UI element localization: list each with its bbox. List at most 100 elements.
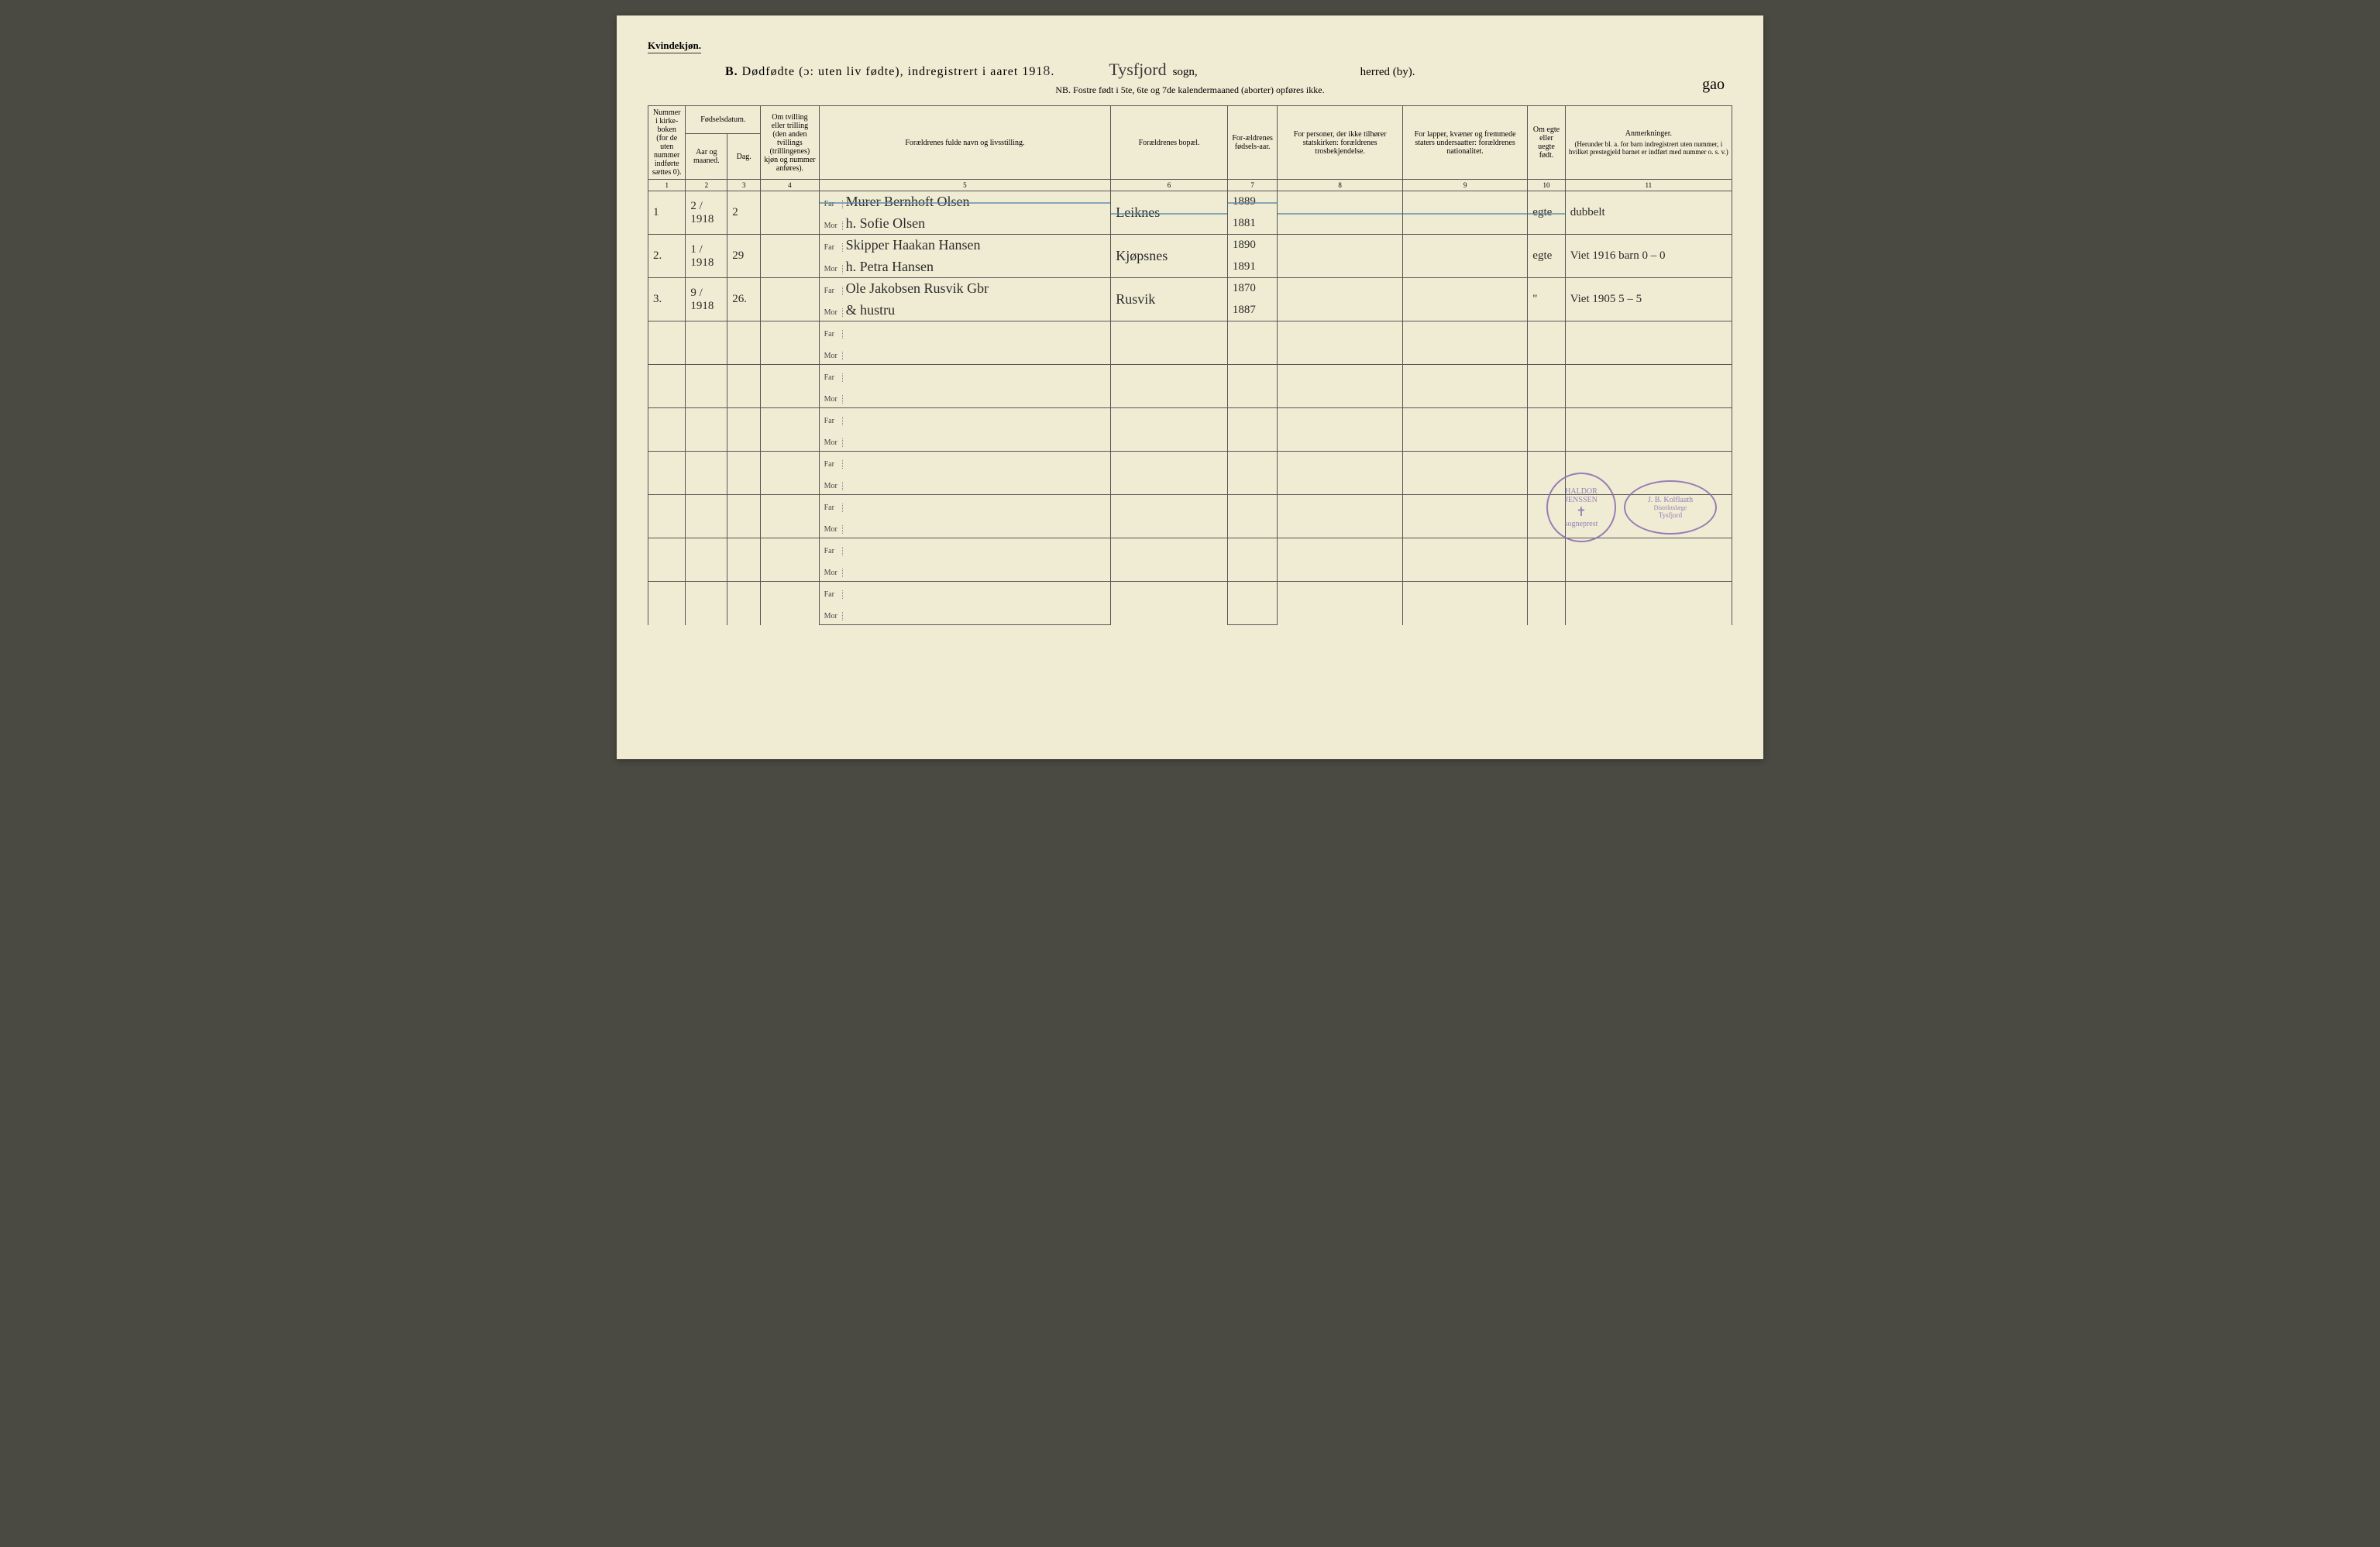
cell-tros: [1278, 278, 1402, 321]
corner-annotation: gao: [1702, 76, 1725, 94]
cell-mor-aar: [1227, 430, 1278, 452]
cell-far-aar: [1227, 452, 1278, 473]
col-navn: Forældrenes fulde navn og livsstilling.: [819, 106, 1111, 180]
cell-nat: [1402, 235, 1527, 278]
column-number-row: 1 2 3 4 5 6 7 8 9 10 11: [648, 180, 1732, 191]
cell-mor-aar: [1227, 560, 1278, 582]
cell-nat: [1402, 365, 1527, 408]
cell-far-navn: Far: [819, 452, 1111, 473]
cell-mor-aar: 1881: [1227, 213, 1278, 235]
col-anmerkninger: Anmerkninger. (Herunder bl. a. for barn …: [1565, 106, 1732, 180]
cell-num: [648, 408, 686, 452]
cell-bopael: [1111, 321, 1228, 365]
cell-far-aar: [1227, 582, 1278, 603]
cell-bopael: Leiknes: [1111, 191, 1228, 235]
cell-far-aar: [1227, 408, 1278, 430]
cell-dag: [727, 408, 761, 452]
cell-mor-navn: Mor& hustru: [819, 300, 1111, 321]
subtitle: NB. Fostre født i 5te, 6te og 7de kalend…: [648, 84, 1732, 96]
cell-far-navn: Far: [819, 582, 1111, 603]
cell-nat: [1402, 582, 1527, 625]
cell-tros: [1278, 538, 1402, 582]
cell-mor-aar: [1227, 387, 1278, 408]
cell-anm: dubbelt: [1565, 191, 1732, 235]
cell-mor-aar: 1887: [1227, 300, 1278, 321]
colnum: 10: [1528, 180, 1565, 191]
cell-far-aar: 1889: [1227, 191, 1278, 213]
cell-far-navn: FarSkipper Haakan Hansen: [819, 235, 1111, 256]
cell-egte: [1528, 538, 1565, 582]
col-tvilling: Om tvilling eller trilling (den anden tv…: [761, 106, 819, 180]
cell-tvilling: [761, 191, 819, 235]
table-body: 12 / 19182FarMurer Bernhoft OlsenLeiknes…: [648, 191, 1732, 625]
cell-mor-navn: Mor: [819, 517, 1111, 538]
cell-mor-navn: Mor: [819, 603, 1111, 625]
cell-dag: [727, 582, 761, 625]
cell-nat: [1402, 191, 1527, 235]
cell-mor-aar: [1227, 343, 1278, 365]
cell-bopael: [1111, 495, 1228, 538]
colnum: 8: [1278, 180, 1402, 191]
cell-far-navn: Far: [819, 365, 1111, 387]
cell-dag: [727, 365, 761, 408]
cell-nat: [1402, 408, 1527, 452]
table-row-far: Far: [648, 452, 1732, 473]
cell-aar: [686, 582, 727, 625]
cell-aar: 2 / 1918: [686, 191, 727, 235]
colnum: 2: [686, 180, 727, 191]
cell-far-navn: Far: [819, 495, 1111, 517]
cell-bopael: [1111, 408, 1228, 452]
col-aar: Aar og maaned.: [686, 134, 727, 180]
cell-num: [648, 321, 686, 365]
cell-far-navn: Far: [819, 538, 1111, 560]
col-nummer: Nummer i kirke-boken (for de uten nummer…: [648, 106, 686, 180]
col-anm-title: Anmerkninger.: [1569, 129, 1728, 138]
title-row: B. Dødfødte (ɔ: uten liv fødte), indregi…: [648, 60, 1732, 80]
cell-aar: [686, 408, 727, 452]
cell-far-aar: 1890: [1227, 235, 1278, 256]
cell-tros: [1278, 321, 1402, 365]
cell-nat: [1402, 495, 1527, 538]
cell-tros: [1278, 582, 1402, 625]
stamp-text: Distriktslæge: [1632, 504, 1709, 511]
cell-tros: [1278, 495, 1402, 538]
sogn-label: sogn,: [1173, 66, 1198, 79]
table-row-far: Far: [648, 365, 1732, 387]
cell-mor-aar: [1227, 517, 1278, 538]
table-row-far: 12 / 19182FarMurer Bernhoft OlsenLeiknes…: [648, 191, 1732, 213]
cell-dag: 29: [727, 235, 761, 278]
colnum: 3: [727, 180, 761, 191]
colnum: 1: [648, 180, 686, 191]
stamp-text: HALDOR JENSSEN: [1554, 487, 1608, 504]
cell-bopael: [1111, 538, 1228, 582]
cell-anm: [1565, 365, 1732, 408]
cell-egte: ": [1528, 278, 1565, 321]
cell-tvilling: [761, 235, 819, 278]
cell-bopael: [1111, 365, 1228, 408]
sogn-group: Tysfjord sogn,: [1109, 60, 1197, 80]
cell-dag: [727, 321, 761, 365]
cell-anm: [1565, 538, 1732, 582]
stamp-distriktslaege: J. B. Kolflaath Distriktslæge Tysfjord: [1624, 480, 1717, 535]
title-text: Dødfødte (ɔ: uten liv fødte), indregistr…: [742, 65, 1044, 78]
cell-dag: [727, 452, 761, 495]
cell-num: 1: [648, 191, 686, 235]
cell-anm: [1565, 321, 1732, 365]
cell-egte: egte: [1528, 191, 1565, 235]
cross-icon: ✝: [1554, 504, 1608, 520]
cell-dag: [727, 538, 761, 582]
cell-tvilling: [761, 538, 819, 582]
col-nationalitet: For lapper, kvæner og fremmede staters u…: [1402, 106, 1527, 180]
year-handwritten: 8: [1043, 63, 1051, 78]
cell-far-aar: [1227, 495, 1278, 517]
cell-anm: [1565, 582, 1732, 625]
cell-num: [648, 582, 686, 625]
cell-tvilling: [761, 278, 819, 321]
cell-egte: egte: [1528, 235, 1565, 278]
col-fodselsdatum: Fødselsdatum.: [686, 106, 761, 134]
cell-tros: [1278, 235, 1402, 278]
cell-nat: [1402, 321, 1527, 365]
cell-tros: [1278, 408, 1402, 452]
cell-tvilling: [761, 321, 819, 365]
stamp-text: sogneprest: [1554, 520, 1608, 528]
